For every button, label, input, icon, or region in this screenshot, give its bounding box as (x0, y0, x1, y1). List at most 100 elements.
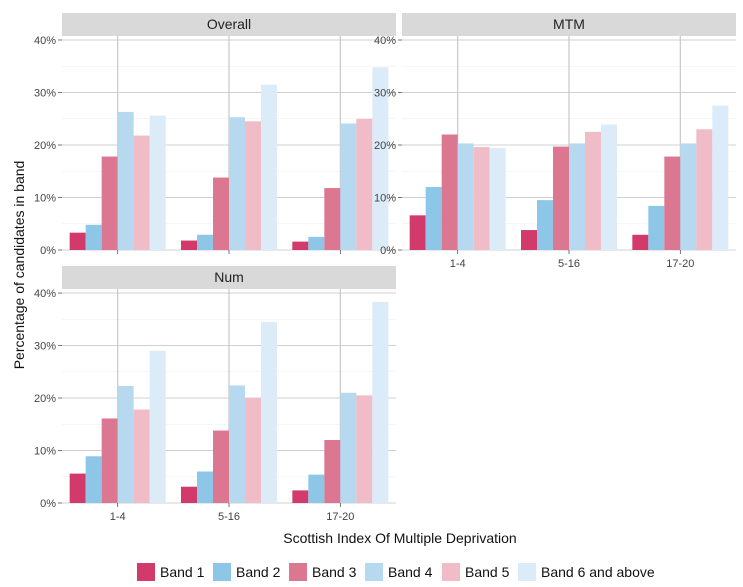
legend-label: Band 2 (236, 564, 281, 580)
bar-num-17-20-band-1 (292, 490, 309, 503)
bar-mtm-1-4-band-3 (441, 134, 458, 250)
bar-num-17-20-band-3 (324, 440, 341, 503)
bar-mtm-5-16-band-3 (553, 146, 569, 250)
legend-label: Band 6 and above (541, 564, 655, 580)
bar-mtm-17-20-band-6-and-above (712, 105, 729, 250)
legend-item-band-4: Band 4 (365, 563, 433, 581)
legend-swatch (442, 563, 460, 581)
bar-overall-17-20-band-4 (340, 123, 357, 250)
bar-mtm-17-20-band-2 (648, 205, 665, 250)
y-tick-label: 10% (34, 193, 56, 205)
bar-overall-1-4-band-4 (117, 111, 134, 250)
bar-num-1-4-band-5 (133, 409, 150, 503)
y-tick-label: 20% (34, 140, 56, 152)
bar-overall-1-4-band-1 (69, 232, 86, 250)
bar-overall-1-4-band-5 (133, 135, 150, 250)
y-tick-label: 20% (34, 393, 56, 405)
x-tick-label: 5-16 (558, 258, 580, 270)
y-tick-label: 0% (380, 245, 396, 257)
bar-num-5-16-band-1 (181, 486, 197, 503)
bar-mtm-17-20-band-1 (632, 234, 649, 250)
panel-title: Overall (207, 16, 251, 32)
bar-mtm-1-4-band-4 (457, 143, 474, 250)
bar-overall-1-4-band-3 (101, 156, 118, 250)
panel-strip (402, 13, 736, 36)
bar-num-17-20-band-6-and-above (372, 301, 389, 503)
y-tick-label: 40% (374, 35, 396, 47)
legend-item-band-2: Band 2 (213, 563, 281, 581)
bar-num-5-16-band-2 (197, 471, 213, 503)
legend-item-band-3: Band 3 (289, 563, 357, 581)
bar-overall-1-4-band-6-and-above (149, 115, 166, 250)
bar-mtm-1-4-band-2 (425, 187, 442, 250)
bar-num-17-20-band-2 (308, 474, 325, 503)
legend-swatch (289, 563, 307, 581)
y-tick-label: 20% (374, 140, 396, 152)
bar-overall-5-16-band-1 (181, 240, 197, 250)
y-tick-label: 0% (40, 498, 56, 510)
bar-mtm-1-4-band-5 (473, 147, 490, 250)
bar-num-1-4-band-4 (117, 385, 134, 503)
legend-label: Band 5 (465, 564, 510, 580)
bar-mtm-5-16-band-2 (537, 200, 553, 250)
legend-item-band-5: Band 5 (442, 563, 510, 581)
bar-mtm-5-16-band-4 (569, 143, 585, 250)
panel-mtm: MTM 0% 10% 20% 30% 40% 1-4 5-16 17-20 (374, 13, 736, 270)
x-tick-label: 1-4 (450, 258, 466, 270)
legend-swatch (518, 563, 536, 581)
chart-panels: Overall 0% 10% 20% 30% 40% MTM 0% 10% 20% 30% 40% 1-… (34, 13, 736, 523)
panel-strip (62, 13, 396, 36)
y-axis-title: Percentage of candidates in band (11, 161, 27, 370)
x-tick-label: 17-20 (326, 511, 354, 523)
y-tick-label: 30% (34, 341, 56, 353)
legend-item-band-6-and-above: Band 6 and above (518, 563, 655, 581)
y-tick-label: 10% (34, 446, 56, 458)
bar-num-5-16-band-6-and-above (261, 321, 277, 503)
bar-mtm-17-20-band-4 (680, 143, 697, 250)
legend-swatch (213, 563, 231, 581)
bar-num-5-16-band-5 (245, 398, 261, 503)
y-tick-label: 40% (34, 35, 56, 47)
bar-num-17-20-band-5 (356, 395, 373, 503)
bar-overall-17-20-band-5 (356, 118, 373, 250)
x-axis-title: Scottish Index Of Multiple Deprivation (283, 530, 516, 546)
y-tick-label: 30% (34, 88, 56, 100)
bar-mtm-17-20-band-3 (664, 156, 681, 250)
legend-label: Band 4 (388, 564, 433, 580)
bar-num-5-16-band-4 (229, 385, 245, 503)
bar-overall-5-16-band-3 (213, 177, 229, 250)
bar-mtm-1-4-band-1 (409, 215, 426, 250)
y-tick-label: 40% (34, 288, 56, 300)
panel-overall: Overall 0% 10% 20% 30% 40% (34, 13, 396, 257)
bar-num-1-4-band-1 (69, 473, 86, 503)
legend-label: Band 3 (312, 564, 357, 580)
x-tick-label: 17-20 (666, 258, 694, 270)
bar-overall-17-20-band-2 (308, 236, 325, 250)
bar-overall-17-20-band-3 (324, 188, 341, 250)
bar-mtm-5-16-band-1 (521, 230, 537, 250)
bar-num-1-4-band-6-and-above (149, 350, 166, 503)
x-tick-label: 5-16 (218, 511, 240, 523)
panel-title: MTM (553, 16, 585, 32)
bar-mtm-17-20-band-5 (696, 129, 713, 250)
bar-overall-5-16-band-6-and-above (261, 84, 277, 250)
bar-overall-17-20-band-6-and-above (372, 67, 389, 250)
panel-num: Num 0% 10% 20% 30% 40% 1-4 5-16 17-20 (34, 266, 396, 523)
legend-item-band-1: Band 1 (137, 563, 205, 581)
bar-mtm-5-16-band-5 (585, 131, 601, 250)
legend-swatch (137, 563, 155, 581)
x-tick-label: 1-4 (110, 511, 126, 523)
legend-swatch (365, 563, 383, 581)
bar-num-1-4-band-2 (85, 456, 102, 503)
bar-overall-17-20-band-1 (292, 241, 309, 250)
legend-label: Band 1 (160, 564, 205, 580)
y-tick-label: 10% (374, 193, 396, 205)
legend: Band 1 Band 2 Band 3 Band 4 Band 5 Band 6 and… (137, 563, 655, 581)
bar-mtm-1-4-band-6-and-above (489, 148, 506, 250)
bar-overall-5-16-band-5 (245, 121, 261, 250)
y-tick-label: 0% (40, 245, 56, 257)
panel-title: Num (214, 269, 244, 285)
panel-strip (62, 266, 396, 289)
bar-mtm-5-16-band-6-and-above (601, 124, 617, 250)
